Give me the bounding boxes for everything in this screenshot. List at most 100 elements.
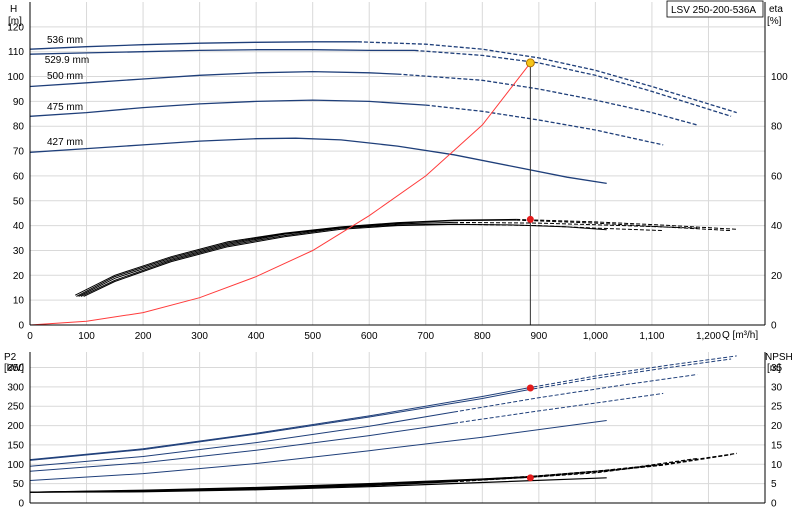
head-curve-label: 536 mm	[47, 35, 83, 46]
npsh-curve-dashed	[453, 457, 698, 482]
duty-point-npsh-marker	[526, 474, 534, 482]
bottom-left-tick-label: 50	[13, 479, 25, 490]
power-curve-solid	[29, 389, 528, 461]
bottom-left-tick-label: 350	[7, 363, 24, 374]
top-right-tick-label: 60	[771, 171, 783, 182]
efficiency-curve-dashed	[516, 219, 732, 232]
bottom-left-axis-title-line2: [kW]	[4, 363, 24, 374]
head-curve-dashed	[425, 104, 664, 146]
x-tick-label: 600	[361, 331, 378, 342]
power-curve-solid	[29, 387, 528, 461]
bottom-right-tick-label: 0	[771, 499, 777, 510]
bottom-right-axis-title-line2: [m]	[767, 363, 781, 374]
top-left-tick-label: 70	[13, 147, 25, 158]
x-tick-label: 800	[474, 331, 491, 342]
power-curve-dashed	[527, 355, 737, 389]
x-tick-label: 1,100	[639, 331, 664, 342]
x-tick-label: 200	[135, 331, 152, 342]
power-curve-solid	[29, 420, 607, 481]
top-left-tick-label: 60	[13, 171, 25, 182]
bottom-right-tick-label: 25	[771, 402, 783, 413]
model-label-box	[666, 0, 764, 18]
x-tick-label: 0	[27, 331, 33, 342]
efficiency-curve-solid	[80, 223, 455, 297]
bottom-right-tick-label: 35	[771, 363, 783, 374]
x-axis-title: Q [m³/h]	[722, 330, 758, 341]
bottom-left-tick-label: 250	[7, 402, 24, 413]
x-tick-label: 1,200	[696, 331, 721, 342]
bottom-right-tick-label: 5	[771, 479, 777, 490]
x-tick-label: 700	[417, 331, 434, 342]
top-left-axis-title-line2: [m]	[8, 16, 22, 27]
head-curve-label: 500 mm	[47, 71, 83, 82]
head-curve-solid	[29, 99, 426, 117]
top-right-tick-label: 80	[771, 122, 783, 133]
head-curve-label: 529.9 mm	[45, 55, 89, 66]
axes-layer: 0102030405060708090100110120020406080100…	[7, 2, 788, 510]
head-curve-solid	[29, 49, 415, 55]
power-curve-solid	[29, 411, 455, 467]
efficiency-curve-solid	[78, 221, 455, 297]
efficiency-curve-solid	[76, 219, 517, 297]
top-left-tick-label: 0	[18, 321, 24, 332]
system-curve	[29, 62, 531, 326]
top-right-axis-title-line2: [%]	[767, 16, 782, 27]
top-left-tick-label: 110	[8, 47, 24, 58]
top-left-tick-label: 30	[13, 246, 25, 257]
bottom-left-tick-label: 100	[7, 460, 24, 471]
head-curve-label: 475 mm	[47, 102, 83, 113]
x-tick-label: 400	[248, 331, 265, 342]
x-tick-label: 1,000	[583, 331, 608, 342]
top-left-tick-label: 10	[13, 296, 25, 307]
x-tick-label: 500	[304, 331, 321, 342]
top-right-tick-label: 20	[771, 271, 783, 282]
bottom-right-tick-label: 30	[771, 382, 783, 393]
head-curve-solid	[29, 70, 398, 88]
bottom-left-tick-label: 300	[7, 382, 24, 393]
duty-point-head-marker	[525, 58, 535, 68]
curve-layer: 536 mm 529.9 mm 500 mm 475 mm 427 mm	[29, 35, 737, 493]
top-left-tick-label: 120	[7, 22, 24, 33]
top-right-tick-label: 0	[771, 321, 777, 332]
top-right-tick-label: 100	[771, 72, 788, 83]
head-curve-label: 427 mm	[47, 137, 83, 148]
top-left-tick-label: 100	[7, 72, 24, 83]
head-curve-dashed	[397, 73, 698, 126]
x-tick-label: 900	[531, 331, 548, 342]
bottom-left-tick-label: 150	[7, 440, 24, 451]
bottom-right-tick-label: 20	[771, 421, 783, 432]
head-curve-solid	[29, 137, 607, 185]
efficiency-curve-dashed	[453, 221, 698, 229]
top-left-axis-title-line1: H	[10, 4, 17, 15]
bottom-left-axis-title-line1: P2	[4, 352, 17, 363]
top-left-tick-label: 90	[13, 97, 25, 108]
head-curve-dashed	[357, 41, 737, 114]
bottom-right-axis-title-line1: NPSH	[765, 352, 793, 363]
npsh-curve-dashed	[453, 463, 664, 483]
bottom-right-tick-label: 10	[771, 460, 783, 471]
x-tick-label: 100	[78, 331, 95, 342]
power-curve-dashed	[453, 392, 664, 424]
power-curve-solid	[29, 422, 455, 472]
power-curve-dashed	[453, 374, 698, 413]
x-tick-label: 300	[191, 331, 208, 342]
efficiency-curve-solid	[74, 218, 517, 296]
duty-point-power-marker	[526, 384, 534, 392]
top-left-tick-label: 40	[13, 221, 25, 232]
model-label: LSV 250-200-536A	[671, 5, 756, 16]
top-left-tick-label: 50	[13, 196, 25, 207]
top-right-tick-label: 40	[771, 221, 783, 232]
top-right-axis-title-line1: eta	[769, 4, 783, 15]
bottom-left-tick-label: 0	[18, 499, 24, 510]
bottom-left-tick-label: 200	[7, 421, 24, 432]
bottom-grid	[30, 352, 765, 503]
npsh-curve-solid	[29, 477, 607, 493]
top-grid	[30, 2, 765, 325]
npsh-curve-solid	[29, 476, 528, 493]
bottom-right-tick-label: 15	[771, 440, 783, 451]
power-curve-dashed	[527, 358, 732, 391]
npsh-curve-dashed	[527, 452, 737, 478]
efficiency-curve-dashed	[516, 218, 737, 230]
